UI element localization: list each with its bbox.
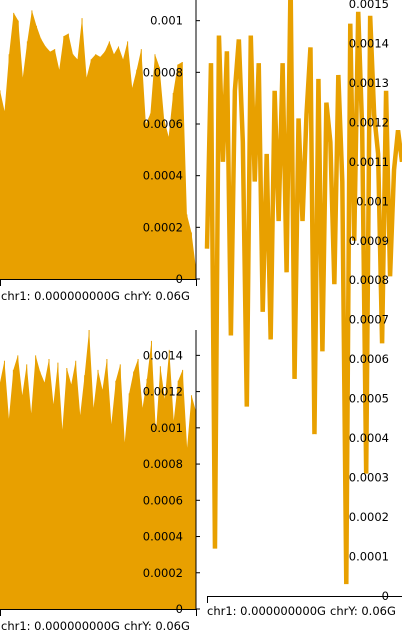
y-tick-label: 0.0001 <box>349 550 389 564</box>
y-tick-label: 0.0007 <box>349 313 389 327</box>
bottom-left-track-panel: 0 0.0002 0.0004 0.0006 0.0008 0.001 0.0012 0.00… <box>0 330 200 633</box>
y-tick-label: 0.0008 <box>143 457 183 471</box>
y-tick-label: 0.0004 <box>349 431 389 445</box>
y-tick-label: 0.0006 <box>143 493 183 507</box>
y-tick-label: 0.0012 <box>349 115 389 129</box>
y-tick-label: 0.0014 <box>143 348 183 362</box>
y-tick-label: 0.0002 <box>143 566 183 580</box>
y-tick-label: 0 <box>382 589 389 603</box>
y-tick-label: 0.0008 <box>349 273 389 287</box>
y-tick-label: 0.0012 <box>143 385 183 399</box>
y-tick-label: 0.0015 <box>349 0 389 11</box>
x-tick-label: chrY: 0.06G <box>124 619 190 633</box>
y-tick-label: 0.0004 <box>143 169 183 183</box>
y-tick-label: 0.0008 <box>143 65 183 79</box>
y-tick-label: 0.0014 <box>349 36 389 50</box>
y-tick-label: 0.0005 <box>349 392 389 406</box>
x-tick-label: chr1: 0.000000000G <box>207 604 326 618</box>
right-track-panel: 0 0.0001 0.0002 0.0003 0.0004 0.0005 0.0006 0.0… <box>204 0 402 618</box>
y-tick-label: 0.001 <box>150 14 183 28</box>
y-tick-label: 0.0006 <box>143 117 183 131</box>
x-tick-label: chr1: 0.000000000G <box>1 619 120 633</box>
top-left-track-panel: 0 0.0002 0.0004 0.0006 0.0008 0.001 chr1: 0.00… <box>0 0 200 303</box>
y-tick-label: 0.001 <box>356 194 389 208</box>
y-tick-label: 0.0011 <box>349 155 389 169</box>
y-tick-label: 0.0013 <box>349 76 389 90</box>
x-tick-label: chr1: 0.000000000G <box>1 289 120 303</box>
y-tick-label: 0.0004 <box>143 530 183 544</box>
y-tick-label: 0.0002 <box>143 220 183 234</box>
y-tick-label: 0.001 <box>150 421 183 435</box>
y-tick-label: 0.0006 <box>349 352 389 366</box>
y-tick-label: 0 <box>176 602 183 616</box>
x-tick-label: chrY: 0.06G <box>330 604 396 618</box>
y-tick-label: 0.0009 <box>349 234 389 248</box>
y-tick-label: 0.0002 <box>349 510 389 524</box>
y-tick-label: 0.0003 <box>349 471 389 485</box>
x-tick-label: chrY: 0.06G <box>124 289 190 303</box>
y-tick-label: 0 <box>176 272 183 286</box>
track-line <box>204 0 402 585</box>
track-area <box>0 10 196 280</box>
